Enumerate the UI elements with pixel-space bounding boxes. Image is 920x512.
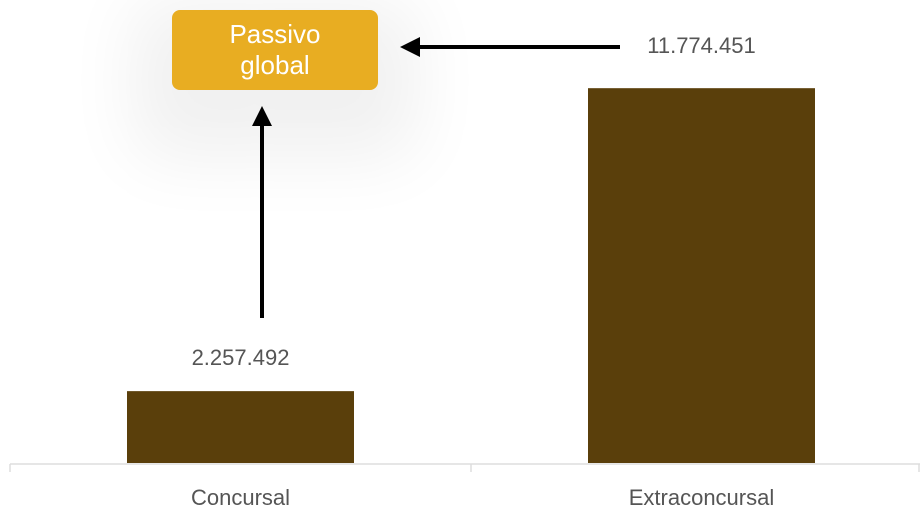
bar [588,88,815,463]
x-tick-label: Extraconcursal [629,485,775,510]
annotation: Passivo global [172,10,378,90]
bar [127,391,354,463]
x-tick-label: Concursal [191,485,290,510]
value-label: 2.257.492 [192,345,290,370]
value-label: 11.774.451 [647,33,755,58]
